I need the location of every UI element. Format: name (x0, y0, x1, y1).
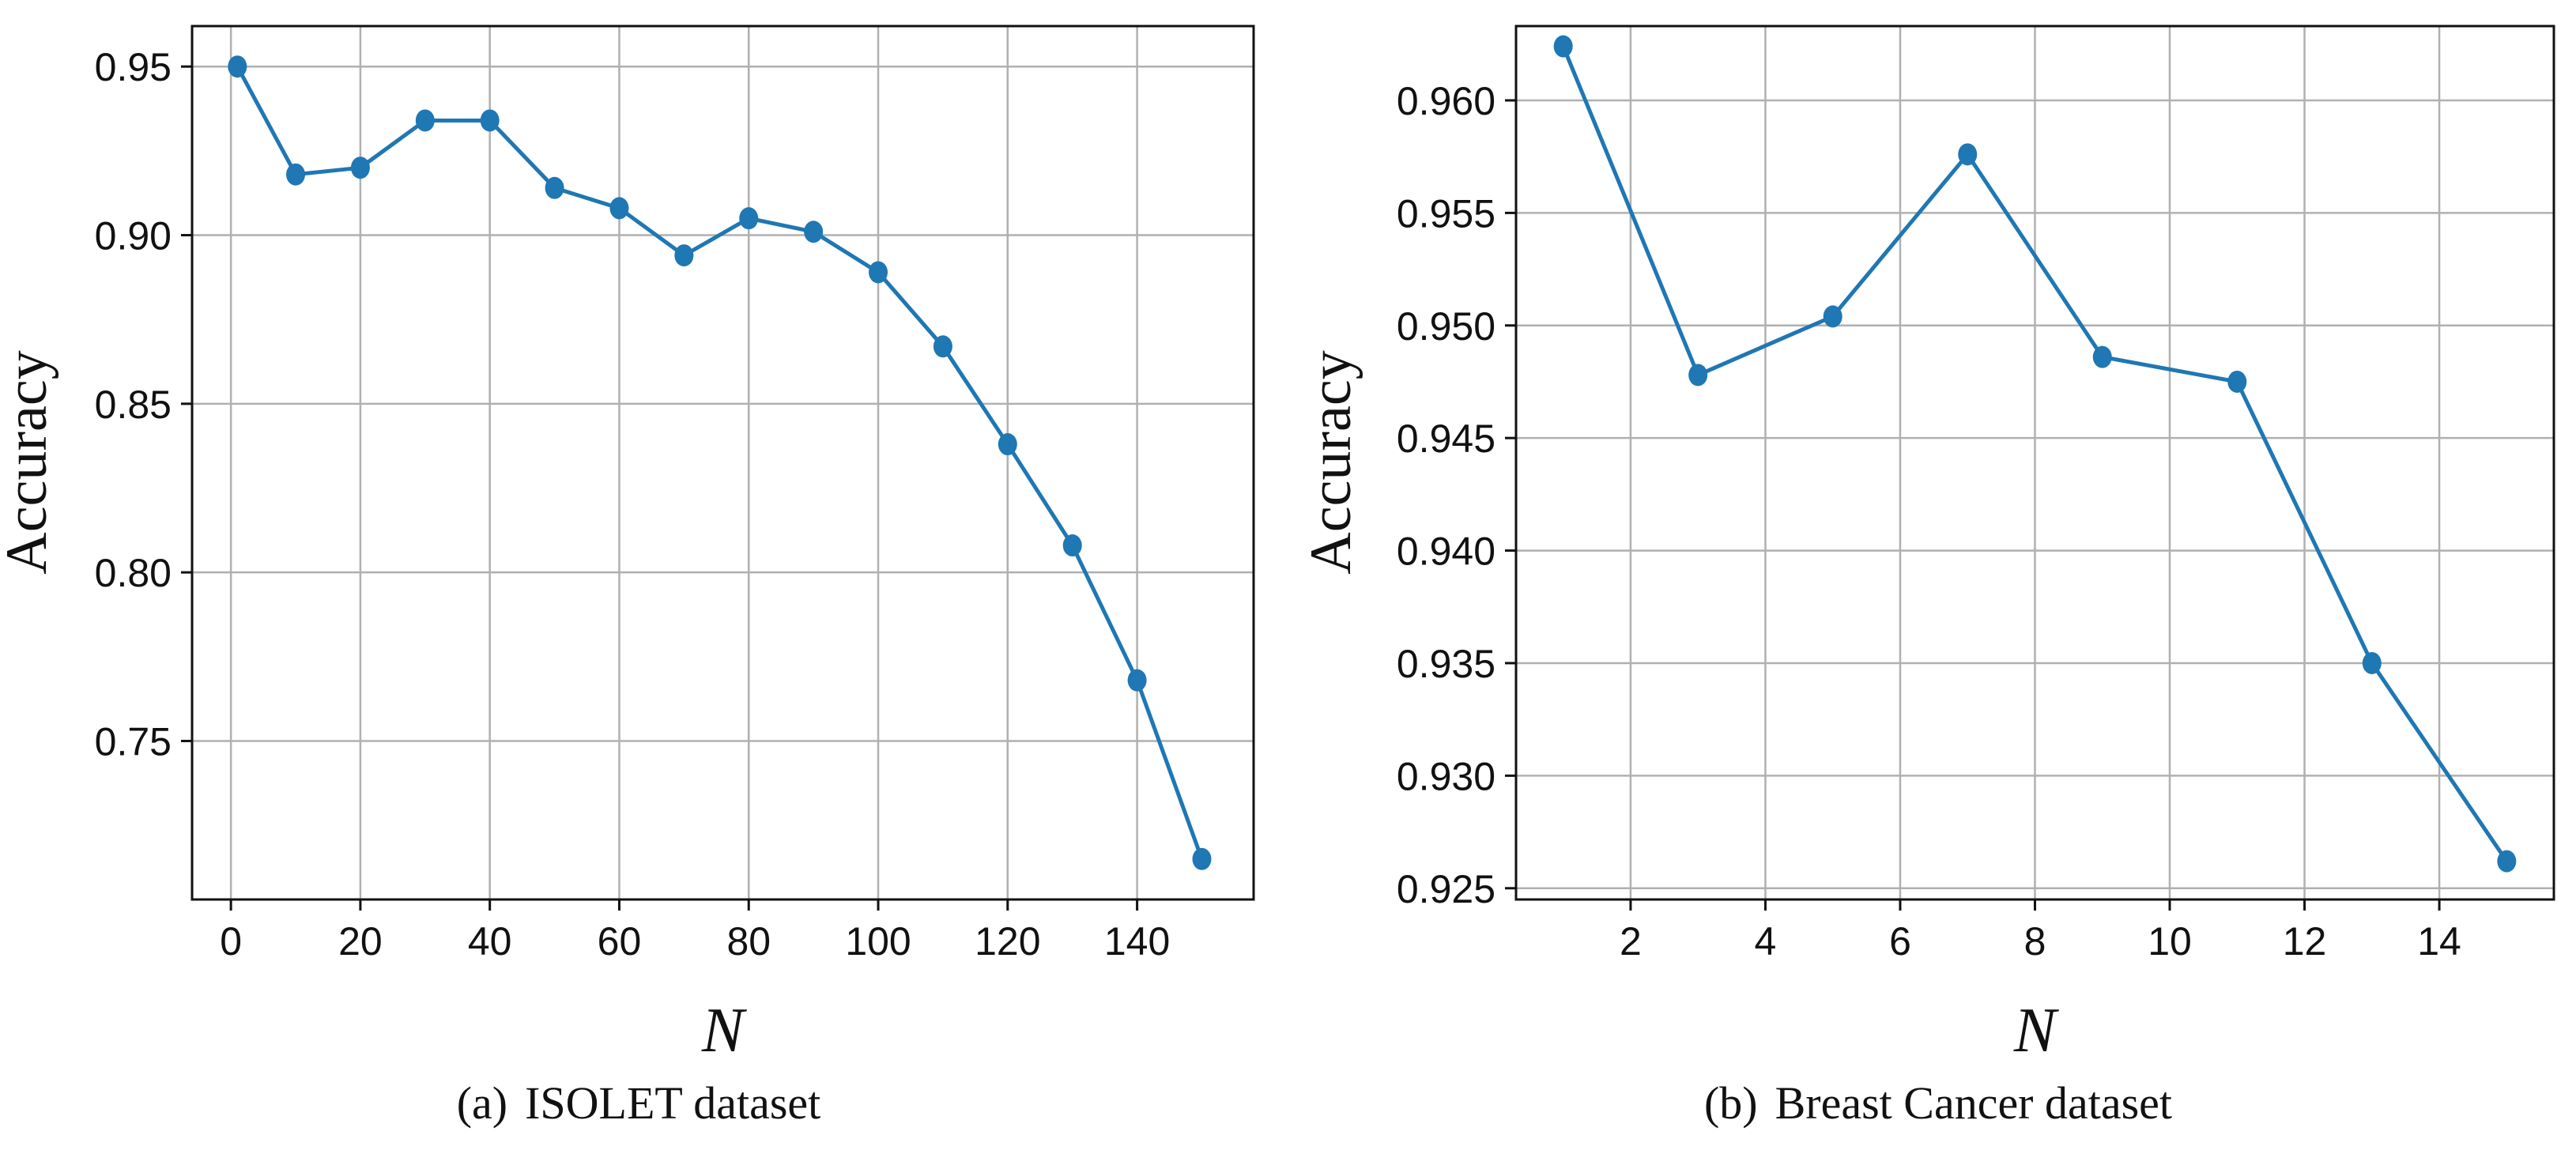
y-tick-label: 0.925 (1397, 867, 1495, 911)
y-tick-label: 0.85 (95, 383, 172, 427)
data-point (350, 157, 370, 179)
series-line (1561, 45, 2509, 862)
data-point (804, 221, 824, 243)
data-point (545, 176, 564, 199)
y-tick-label: 0.930 (1397, 754, 1495, 798)
data-point (2227, 370, 2247, 393)
x-tick-label: 140 (1104, 919, 1170, 964)
caption-title: ISOLET dataset (525, 1077, 820, 1129)
data-point (1062, 534, 1082, 557)
data-point (1823, 305, 1842, 328)
plot-frame (1514, 25, 2555, 901)
y-axis-label: Accuracy (0, 350, 59, 574)
y-tick-label: 0.95 (95, 45, 172, 89)
chart-panel-a: 0 20 40 60 80 100 120 140 0.75 0.80 0.85 0.90 0.95 Ac… (0, 25, 1255, 1129)
x-tick-label: 80 (726, 919, 771, 964)
data-point (480, 109, 500, 132)
y-tick-label: 0.75 (95, 719, 172, 764)
x-tick-label: 6 (1889, 919, 1911, 964)
data-point (869, 261, 888, 284)
y-tick-label: 0.950 (1397, 304, 1495, 349)
x-tick-label: 0 (220, 919, 242, 964)
x-tick-label: 12 (2283, 919, 2327, 964)
x-tick-label: 120 (975, 919, 1040, 964)
data-point (1688, 364, 1708, 387)
y-tick-label: 0.935 (1397, 642, 1495, 686)
y-tick-label: 0.945 (1397, 417, 1495, 461)
y-tick-label: 0.90 (95, 214, 172, 258)
data-point (933, 335, 952, 358)
y-axis-label: Accuracy (1299, 350, 1363, 574)
data-point (2497, 850, 2517, 873)
data-point (739, 207, 759, 230)
series-line (236, 66, 1204, 860)
plot-frame (190, 25, 1255, 901)
x-tick-label: 2 (1620, 919, 1642, 964)
x-tick-label: 60 (598, 919, 642, 964)
data-point (228, 55, 247, 78)
data-point (1958, 143, 1978, 166)
caption-tag: (b) (1704, 1077, 1758, 1129)
caption-title: Breast Cancer dataset (1775, 1077, 2172, 1129)
data-point (1127, 669, 1147, 692)
data-point (1553, 35, 1573, 58)
data-point (415, 109, 435, 132)
x-tick-label: 100 (845, 919, 911, 964)
y-tick-label: 0.960 (1397, 79, 1495, 123)
data-point (2362, 651, 2382, 674)
x-tick-label: 20 (338, 919, 383, 964)
data-point (609, 197, 629, 220)
data-point (674, 244, 694, 267)
subfigure-caption: (b) Breast Cancer dataset (1704, 1077, 2172, 1129)
subfigure-caption: (a) ISOLET dataset (457, 1077, 821, 1129)
x-tick-label: 8 (2024, 919, 2046, 964)
data-point (2092, 345, 2112, 368)
x-tick-label: 4 (1755, 919, 1777, 964)
x-axis-label: N (701, 996, 748, 1065)
data-point (286, 163, 306, 186)
data-point (1192, 847, 1212, 870)
chart-panel-b: 2 4 6 8 10 12 14 0.925 0.930 0.935 0.940 0.945 0.950… (1299, 25, 2555, 1129)
x-tick-label: 10 (2148, 919, 2192, 964)
y-tick-label: 0.80 (95, 551, 172, 595)
data-point (998, 433, 1017, 456)
x-tick-label: 14 (2417, 919, 2461, 964)
y-tick-label: 0.940 (1397, 530, 1495, 574)
y-tick-label: 0.955 (1397, 191, 1495, 236)
caption-tag: (a) (457, 1077, 507, 1129)
x-tick-label: 40 (468, 919, 512, 964)
x-axis-label: N (2013, 996, 2060, 1065)
